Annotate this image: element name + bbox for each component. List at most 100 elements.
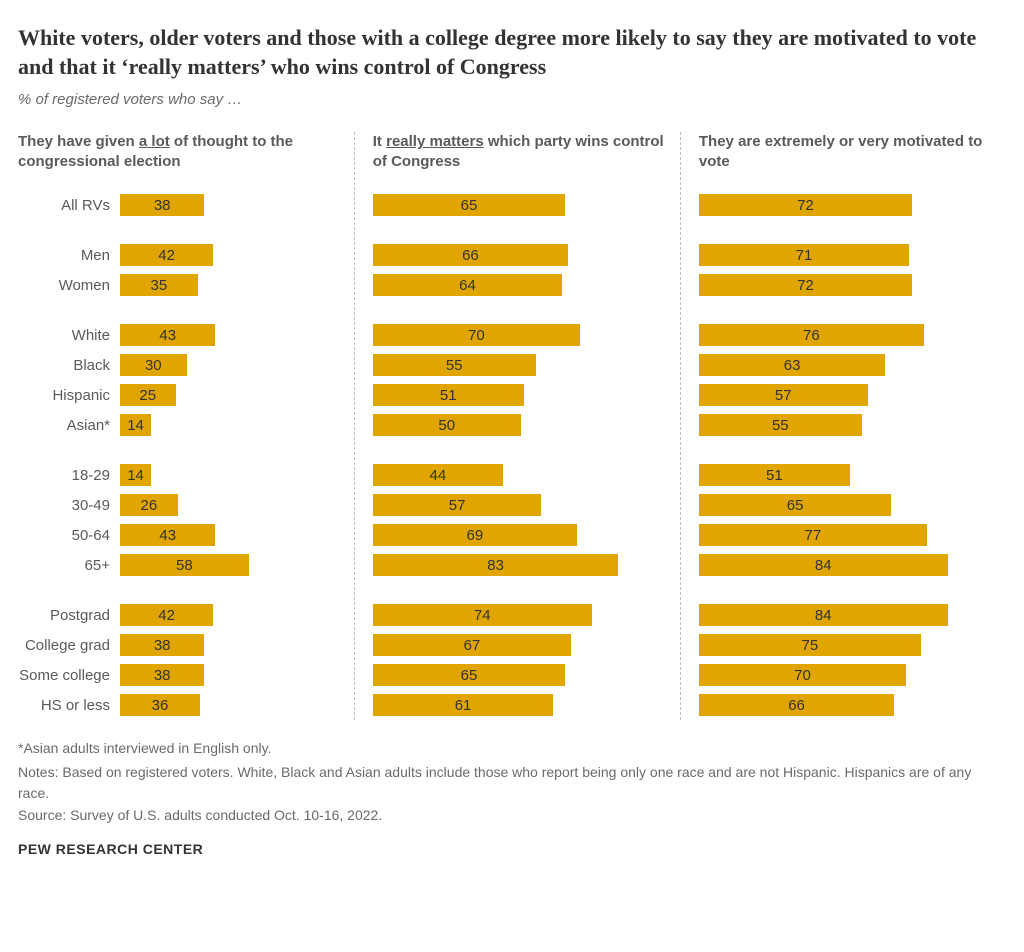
bar-row: 67: [373, 630, 680, 660]
bar-track: 50: [373, 414, 669, 436]
bar-value-label: 38: [154, 637, 171, 654]
category-label: Hispanic: [18, 387, 120, 404]
panel-header-underline: really matters: [386, 133, 484, 150]
bar-row: 84: [699, 600, 1006, 630]
bar: 25: [120, 384, 176, 406]
bar-row: 55: [699, 410, 1006, 440]
bar: 77: [699, 524, 927, 546]
category-label: All RVs: [18, 197, 120, 214]
bar-value-label: 65: [461, 667, 478, 684]
bar: 74: [373, 604, 592, 626]
bar-value-label: 72: [797, 277, 814, 294]
bar: 75: [699, 634, 921, 656]
bar-row: 57: [373, 490, 680, 520]
bar: 64: [373, 274, 562, 296]
bar-row: 51: [373, 380, 680, 410]
bar-track: 43: [120, 324, 342, 346]
row-gap: [373, 300, 680, 320]
panel-header: They have given a lot of thought to the …: [18, 132, 354, 176]
bar-track: 71: [699, 244, 995, 266]
bar-value-label: 64: [459, 277, 476, 294]
bar-track: 35: [120, 274, 342, 296]
bar: 61: [373, 694, 554, 716]
bar-value-label: 76: [803, 327, 820, 344]
bar-track: 14: [120, 464, 342, 486]
bar-value-label: 63: [784, 357, 801, 374]
bar-value-label: 72: [797, 197, 814, 214]
bar-value-label: 43: [159, 327, 176, 344]
bar-row: 65: [373, 190, 680, 220]
bar-row: 69: [373, 520, 680, 550]
bar-value-label: 61: [455, 697, 472, 714]
bar-row: 76: [699, 320, 1006, 350]
category-label: HS or less: [18, 697, 120, 714]
bar: 57: [699, 384, 868, 406]
bar: 26: [120, 494, 178, 516]
bar-row: 83: [373, 550, 680, 580]
bar: 70: [699, 664, 906, 686]
category-label: Women: [18, 277, 120, 294]
category-label: Men: [18, 247, 120, 264]
bar-row: 66: [373, 240, 680, 270]
bar: 42: [120, 604, 213, 626]
bar-value-label: 66: [462, 247, 479, 264]
bar: 55: [699, 414, 862, 436]
bar: 30: [120, 354, 187, 376]
bar-row: Asian*14: [18, 410, 354, 440]
bar: 50: [373, 414, 521, 436]
bar-value-label: 42: [158, 247, 175, 264]
bar-value-label: 55: [772, 417, 789, 434]
bar-row: 74: [373, 600, 680, 630]
bar-track: 77: [699, 524, 995, 546]
row-gap: [18, 580, 354, 600]
panel-header-underline: a lot: [139, 133, 170, 150]
bar: 65: [373, 664, 565, 686]
row-gap: [18, 220, 354, 240]
bar: 57: [373, 494, 542, 516]
bar-value-label: 83: [487, 557, 504, 574]
bar-track: 65: [699, 494, 995, 516]
bar-value-label: 70: [468, 327, 485, 344]
bar-row: 77: [699, 520, 1006, 550]
category-label: Postgrad: [18, 607, 120, 624]
bar-track: 65: [373, 194, 669, 216]
panel-rows: 656664705551504457698374676561: [373, 190, 680, 720]
bar-row: 84: [699, 550, 1006, 580]
panel-header: It really matters which party wins contr…: [373, 132, 680, 176]
panels-container: They have given a lot of thought to the …: [18, 132, 1006, 720]
bar-row: 50-6443: [18, 520, 354, 550]
bar: 69: [373, 524, 577, 546]
bar-track: 26: [120, 494, 342, 516]
bar-row: White43: [18, 320, 354, 350]
row-gap: [699, 220, 1006, 240]
bar: 84: [699, 604, 948, 626]
bar-value-label: 69: [467, 527, 484, 544]
bar-value-label: 55: [446, 357, 463, 374]
chart-panel: They have given a lot of thought to the …: [18, 132, 354, 720]
category-label: 30-49: [18, 497, 120, 514]
bar-track: 38: [120, 634, 342, 656]
bar-row: 61: [373, 690, 680, 720]
category-label: 65+: [18, 557, 120, 574]
bar-value-label: 71: [796, 247, 813, 264]
bar: 51: [699, 464, 850, 486]
bar-track: 14: [120, 414, 342, 436]
bar-track: 61: [373, 694, 669, 716]
bar: 84: [699, 554, 948, 576]
bar-value-label: 38: [154, 197, 171, 214]
panel-header-pre: It: [373, 133, 386, 150]
bar-row: 72: [699, 270, 1006, 300]
bar: 83: [373, 554, 619, 576]
bar: 36: [120, 694, 200, 716]
publisher-footer: PEW RESEARCH CENTER: [18, 841, 1006, 857]
bar-value-label: 35: [151, 277, 168, 294]
bar-value-label: 51: [440, 387, 457, 404]
bar-row: Men 42: [18, 240, 354, 270]
bar-value-label: 66: [788, 697, 805, 714]
bar-row: Postgrad42: [18, 600, 354, 630]
bar-row: Hispanic25: [18, 380, 354, 410]
bar-value-label: 65: [787, 497, 804, 514]
bar-track: 72: [699, 274, 995, 296]
chart-subtitle: % of registered voters who say …: [18, 91, 1006, 108]
bar-track: 84: [699, 554, 995, 576]
